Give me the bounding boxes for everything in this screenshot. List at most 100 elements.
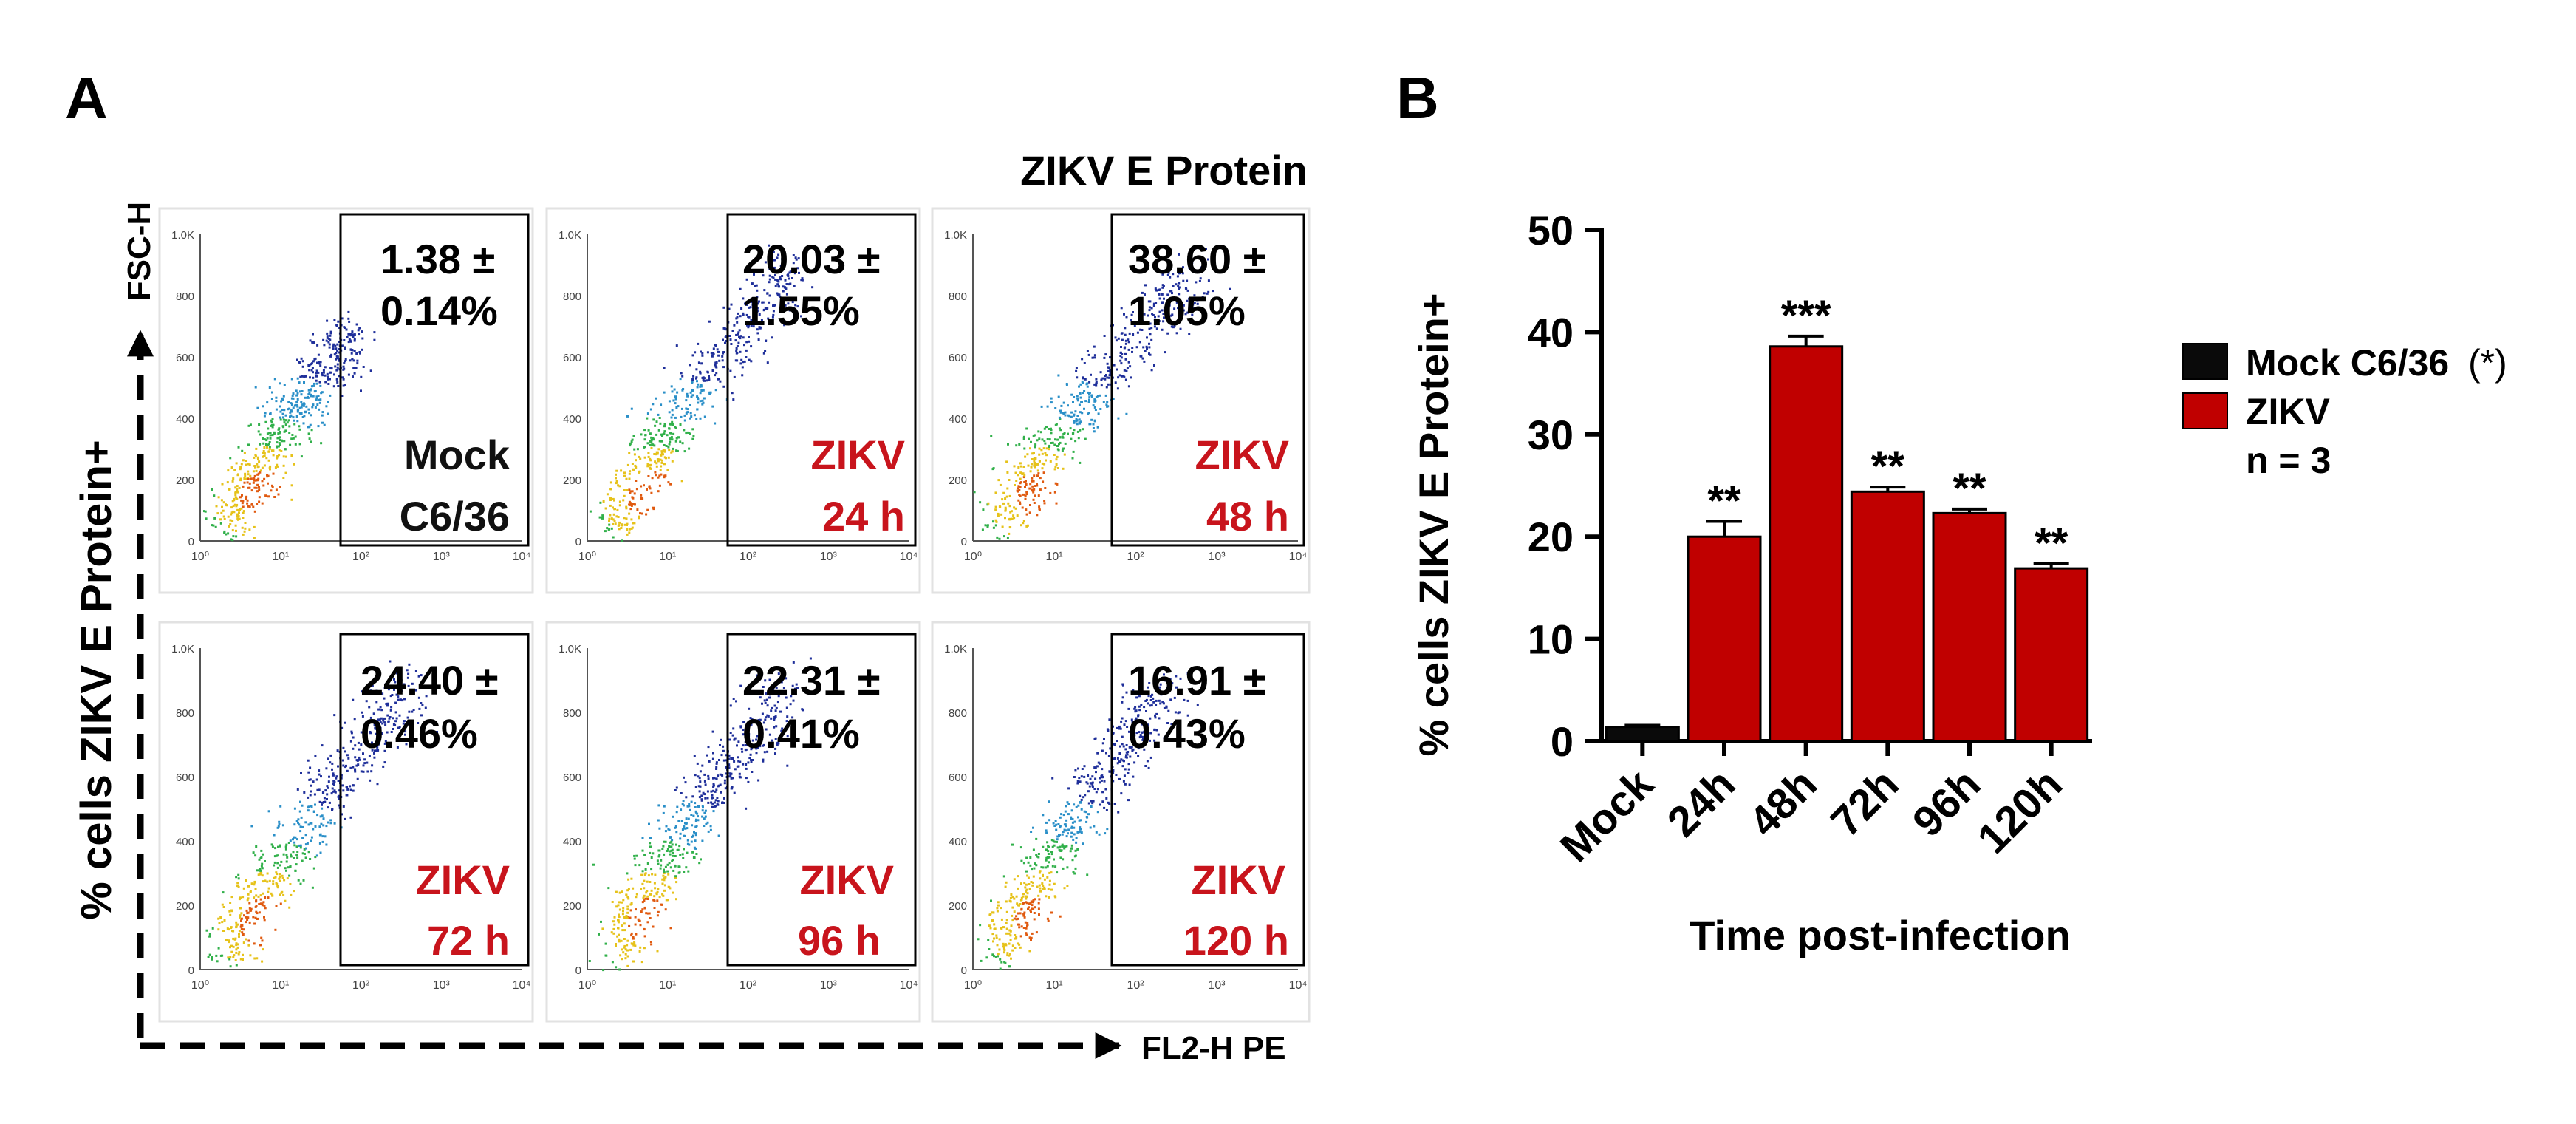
bar-96h (1932, 511, 2007, 743)
flow-y-tick: 1.0K (944, 643, 967, 655)
flow-x-tick: 10⁴ (513, 979, 531, 992)
flow-plot-6: 1.0K 800 600 400 200 0 10⁰ 10¹ 10² 10³ 10⁴ 16.91 ±… (931, 621, 1311, 1023)
percentage-line-2: 0.41% (742, 710, 860, 757)
legend-swatch-zikv (2182, 392, 2228, 429)
flow-y-tick: 400 (176, 836, 194, 848)
flow-y-tick: 800 (176, 707, 194, 720)
flow-x-tick: 10² (352, 979, 370, 992)
x-tick-label: 48h (1740, 760, 1826, 846)
percentage-line-2: 1.05% (1128, 287, 1246, 334)
flow-x-tick: 10¹ (659, 551, 676, 563)
flow-x-tick: 10⁰ (191, 979, 209, 992)
panel-a-header: ZIKV E Protein (1020, 147, 1308, 194)
flow-y-tick: 400 (949, 413, 967, 426)
x-axis-title: Time post-infection (1690, 912, 2070, 958)
legend-n-label: n = 3 (2246, 440, 2331, 481)
significance-stars: *** (1781, 292, 1831, 340)
flow-y-tick: 600 (176, 772, 194, 784)
x-tick-label: 120h (1968, 760, 2071, 862)
flow-y-tick: 400 (949, 836, 967, 848)
flow-x-tick: 10⁴ (900, 551, 918, 563)
density-scatter: 1.0K 800 600 400 200 0 10⁰ 10¹ 10² 10³ 10⁴ (558, 229, 918, 563)
flow-x-tick: 10¹ (272, 551, 289, 563)
flow-y-tick: 200 (949, 474, 967, 487)
flow-y-tick: 600 (949, 772, 967, 784)
condition-line-2: C6/36 (400, 493, 510, 539)
density-scatter: 1.0K 800 600 400 200 0 10⁰ 10¹ 10² 10³ 10⁴ (944, 229, 1307, 563)
x-tick-label: 72h (1822, 760, 1908, 846)
flow-x-tick: 10⁴ (1289, 551, 1308, 563)
flow-x-tick: 10² (739, 979, 757, 992)
density-scatter: 1.0K 800 600 400 200 0 10⁰ 10¹ 10² 10³ 10⁴ (171, 229, 530, 563)
condition-line-2: 24 h (822, 493, 905, 539)
significance-stars: ** (1871, 443, 1905, 491)
legend-label-zikv: ZIKV (2246, 391, 2331, 432)
percentage-line-2: 0.46% (361, 710, 478, 757)
flow-x-tick: 10⁰ (191, 551, 209, 563)
flow-y-tick: 0 (188, 536, 194, 548)
flow-x-tick: 10⁰ (578, 551, 596, 563)
flow-x-tick: 10¹ (659, 979, 676, 992)
condition-line-2: 48 h (1206, 493, 1289, 539)
panel-a-y-channel-label: FSC-H (121, 202, 157, 301)
flow-y-tick: 400 (176, 413, 194, 426)
flow-x-tick: 10⁴ (513, 551, 531, 563)
y-tick-label: 0 (1551, 718, 1574, 765)
panel-a-label: A (65, 65, 108, 131)
flow-y-tick: 200 (949, 900, 967, 913)
flow-y-tick: 1.0K (558, 643, 581, 655)
y-tick-label: 50 (1528, 207, 1574, 253)
significance-stars: ** (1707, 477, 1741, 525)
condition-line-1: Mock (404, 432, 510, 478)
panel-a-y-axis-label: % cells ZIKV E Protein+ (72, 440, 120, 920)
y-tick-label: 30 (1528, 412, 1574, 458)
flow-y-tick: 1.0K (171, 229, 194, 242)
flow-x-tick: 10² (739, 551, 757, 563)
percentage-line-1: 38.60 ± (1128, 236, 1265, 282)
flow-x-tick: 10⁰ (578, 979, 596, 992)
flow-x-tick: 10² (1127, 979, 1144, 992)
flow-y-tick: 800 (949, 290, 967, 303)
panel-a-x-channel-label: FL2-H PE (1141, 1030, 1286, 1066)
percentage-line-1: 22.31 ± (742, 657, 880, 704)
flow-y-tick: 0 (961, 964, 967, 977)
percentage-line-2: 0.43% (1128, 710, 1246, 757)
flow-y-tick: 1.0K (944, 229, 967, 242)
flow-x-tick: 10³ (1208, 551, 1226, 563)
flow-x-tick: 10⁴ (1289, 979, 1308, 992)
gate-box (1110, 633, 1305, 967)
flow-x-tick: 10³ (820, 979, 838, 992)
y-tick-label: 20 (1528, 514, 1574, 560)
gate-box (339, 633, 530, 967)
legend-swatch-mock (2182, 343, 2228, 380)
flow-x-tick: 10³ (820, 551, 838, 563)
percentage-line-1: 16.91 ± (1128, 657, 1265, 704)
legend-label-mock-text: Mock C6/36 (2246, 342, 2449, 384)
x-tick-label: 24h (1658, 760, 1745, 846)
flow-y-tick: 200 (176, 474, 194, 487)
density-scatter: 1.0K 800 600 400 200 0 10⁰ 10¹ 10² 10³ 10⁴ (171, 643, 530, 992)
percentage-line-1: 24.40 ± (361, 657, 498, 704)
flow-y-tick: 600 (949, 352, 967, 364)
percentage-line-2: 0.14% (380, 287, 498, 334)
y-tick-label: 40 (1528, 309, 1574, 355)
flow-y-tick: 600 (176, 352, 194, 364)
significance-stars: ** (2035, 520, 2068, 568)
flow-x-tick: 10¹ (1045, 979, 1062, 992)
flow-y-tick: 200 (563, 900, 581, 913)
flow-y-tick: 800 (563, 290, 581, 303)
flow-x-tick: 10² (352, 551, 370, 563)
flow-x-tick: 10³ (433, 979, 451, 992)
percentage-line-1: 20.03 ± (742, 236, 880, 282)
flow-x-tick: 10⁴ (900, 979, 918, 992)
significance-stars: ** (1953, 465, 1986, 513)
flow-y-tick: 400 (563, 836, 581, 848)
flow-plot-2: 1.0K 800 600 400 200 0 10⁰ 10¹ 10² 10³ 10⁴ 20.03 ±… (545, 207, 921, 594)
bar-chart: 01020304050Mock**24h***48h**72h**96h**12… (1528, 207, 2092, 871)
flow-y-tick: 1.0K (558, 229, 581, 242)
condition-line-1: ZIKV (1191, 856, 1285, 903)
gate-box (1110, 213, 1305, 547)
flow-y-tick: 600 (563, 352, 581, 364)
flow-x-tick: 10² (1127, 551, 1144, 563)
